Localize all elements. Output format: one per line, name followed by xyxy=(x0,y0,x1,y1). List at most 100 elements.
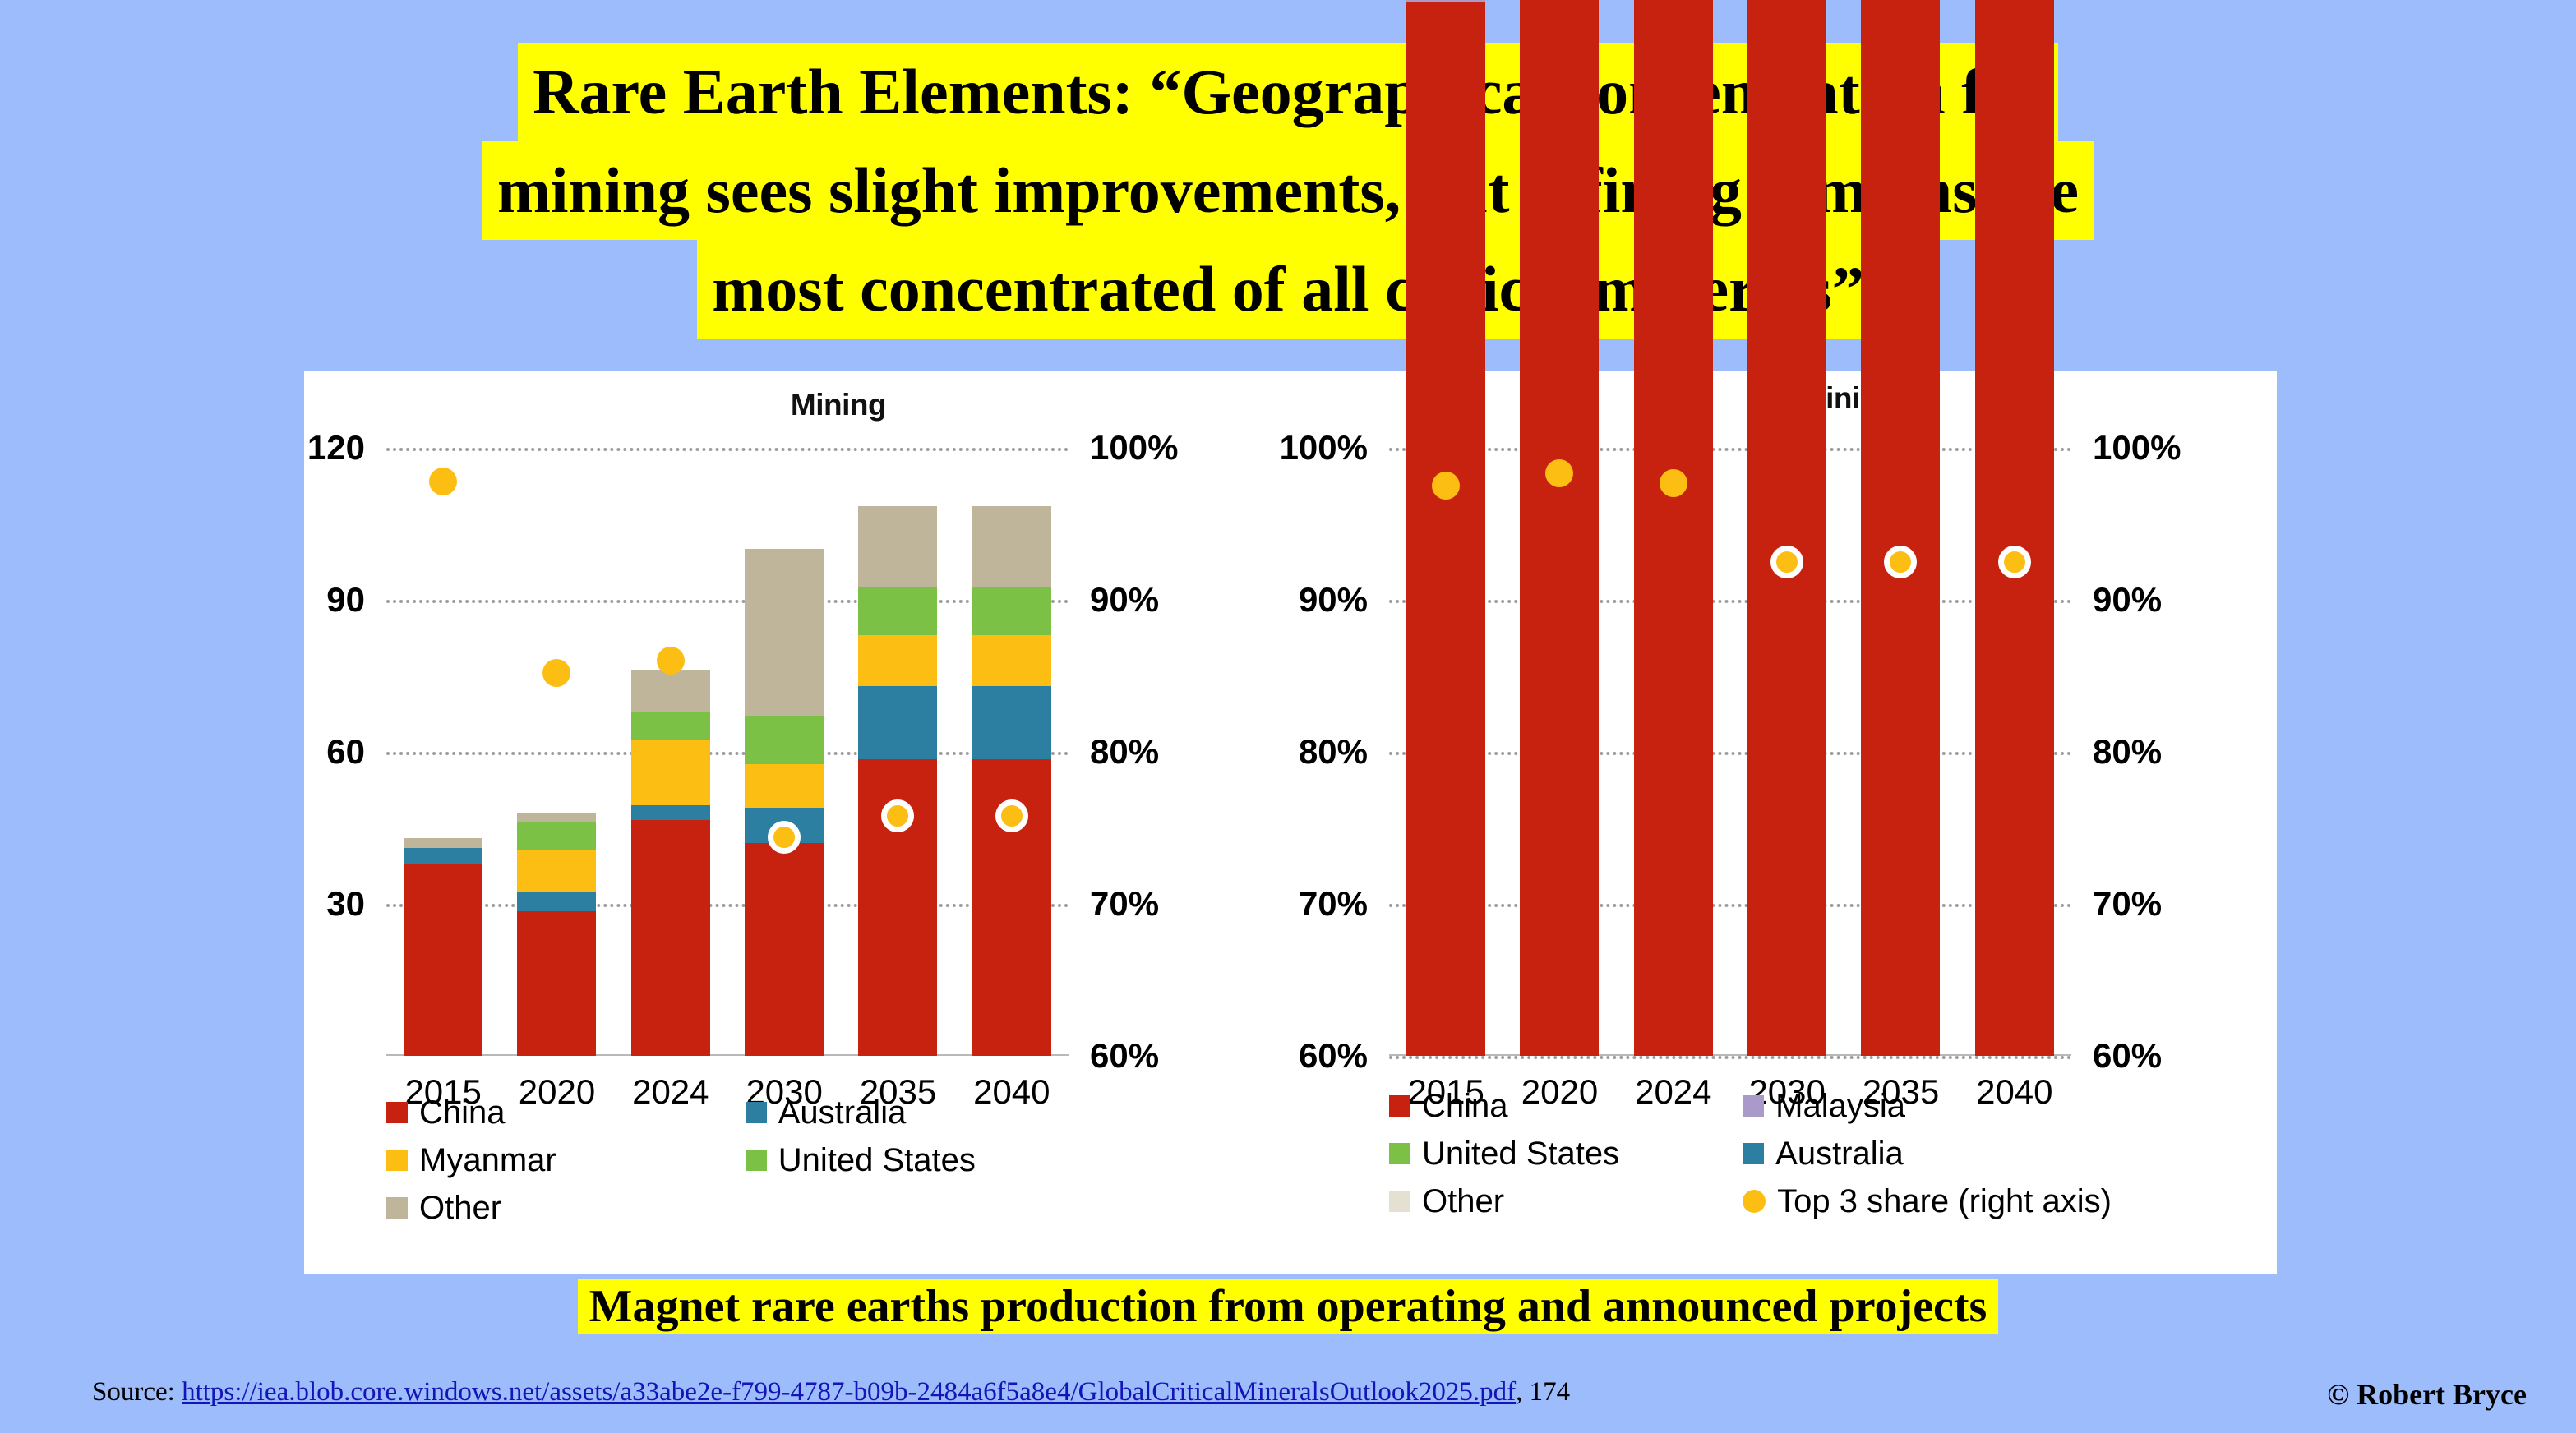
y2-axis-tick-label: 100% xyxy=(2093,428,2181,467)
stacked-bar[interactable] xyxy=(630,448,710,1056)
bar-segment[interactable] xyxy=(517,813,597,823)
stacked-bar[interactable] xyxy=(745,448,824,1056)
stacked-bar[interactable] xyxy=(1974,0,2054,1056)
bar-segment[interactable] xyxy=(858,635,938,686)
legend-item-label: Myanmar xyxy=(419,1141,556,1178)
top3-share-dot[interactable] xyxy=(1432,472,1461,500)
bar-group[interactable]: 2024 xyxy=(614,448,727,1111)
bar-segment[interactable] xyxy=(745,549,824,716)
bar-segment[interactable] xyxy=(1861,0,1941,1056)
legend-dot-icon xyxy=(1743,1190,1766,1213)
bar-segment[interactable] xyxy=(1747,0,1827,1056)
bar-segment[interactable] xyxy=(630,820,710,1056)
legend-item[interactable]: United States xyxy=(745,1142,976,1178)
bar-segment[interactable] xyxy=(404,863,483,1056)
top3-share-dot[interactable] xyxy=(429,467,458,495)
bar-segment[interactable] xyxy=(1406,0,1486,2)
x-axis-tick-label: 2015 xyxy=(1407,1072,1484,1111)
stacked-bar[interactable] xyxy=(1520,0,1600,1056)
legend-item-label: Malaysia xyxy=(1775,1087,1905,1124)
bar-segment[interactable] xyxy=(404,837,483,849)
bar-group[interactable]: 2015 xyxy=(386,448,500,1111)
bar-group[interactable]: 2020 xyxy=(500,448,613,1111)
legend-item[interactable]: Other xyxy=(1389,1183,1619,1219)
bar-segment[interactable] xyxy=(972,635,1051,686)
legend-item[interactable]: Australia xyxy=(1743,1136,2112,1172)
bar-segment[interactable] xyxy=(858,505,938,587)
bar-segment[interactable] xyxy=(630,739,710,805)
gridline xyxy=(1389,600,2071,603)
legend-item[interactable]: Top 3 share (right axis) xyxy=(1743,1183,2112,1219)
y2-axis-tick-label: 70% xyxy=(1090,884,1160,923)
stacked-bar[interactable] xyxy=(972,448,1051,1056)
bar-segment[interactable] xyxy=(1974,0,2054,1056)
bar-group[interactable]: 2030 xyxy=(1730,0,1844,1111)
bar-segment[interactable] xyxy=(972,685,1051,760)
stacked-bar[interactable] xyxy=(517,448,597,1056)
gridline xyxy=(386,448,1069,451)
stacked-bar[interactable] xyxy=(858,448,938,1056)
x-axis-tick-label: 2020 xyxy=(1521,1072,1599,1111)
bar-segment[interactable] xyxy=(1520,0,1600,1056)
bar-segment[interactable] xyxy=(745,843,824,1056)
legend-item[interactable]: China xyxy=(386,1094,556,1131)
bar-segment[interactable] xyxy=(858,587,938,636)
top3-share-dot[interactable] xyxy=(768,820,801,854)
stacked-bar[interactable] xyxy=(1633,0,1713,1056)
bar-group[interactable]: 2035 xyxy=(841,448,954,1111)
bar-segment[interactable] xyxy=(745,716,824,765)
top3-share-dot[interactable] xyxy=(542,658,571,687)
bar-group[interactable]: 2024 xyxy=(1617,0,1730,1111)
x-axis-tick-label: 2024 xyxy=(632,1072,709,1111)
bar-segment[interactable] xyxy=(972,505,1051,587)
top3-share-dot[interactable] xyxy=(995,799,1028,832)
legend-swatch-icon xyxy=(1389,1191,1410,1212)
x-axis-line xyxy=(386,1054,1069,1056)
bar-segment[interactable] xyxy=(745,764,824,808)
bar-group[interactable]: 2030 xyxy=(727,448,841,1111)
legend-item[interactable]: China xyxy=(1389,1088,1619,1124)
top3-share-dot[interactable] xyxy=(1997,545,2031,578)
stacked-bar[interactable] xyxy=(1747,0,1827,1056)
legend-item[interactable]: Other xyxy=(386,1190,556,1226)
legend-item-label: Australia xyxy=(1775,1135,1904,1172)
x-axis-line xyxy=(1389,1054,2071,1056)
bar-segment[interactable] xyxy=(1406,2,1486,1056)
stacked-bar[interactable] xyxy=(1861,0,1941,1056)
y2-axis-tick-label: 90% xyxy=(2093,580,2163,619)
bar-segment[interactable] xyxy=(1633,0,1713,1056)
legend-item[interactable]: Myanmar xyxy=(386,1142,556,1178)
legend-item[interactable]: Australia xyxy=(745,1094,976,1131)
bar-segment[interactable] xyxy=(630,670,710,712)
top3-share-dot[interactable] xyxy=(1659,468,1687,497)
bar-segment[interactable] xyxy=(517,822,597,851)
bar-segment[interactable] xyxy=(517,850,597,892)
bar-segment[interactable] xyxy=(858,685,938,760)
bar-group[interactable]: 2040 xyxy=(1958,0,2071,1111)
bar-segment[interactable] xyxy=(630,711,710,740)
stacked-bar[interactable] xyxy=(404,448,483,1056)
top3-share-dot[interactable] xyxy=(1545,459,1574,488)
bar-segment[interactable] xyxy=(517,891,597,912)
bar-group[interactable]: 2015 xyxy=(1389,0,1503,1111)
source-url-link[interactable]: https://iea.blob.core.windows.net/assets… xyxy=(182,1377,1517,1407)
x-axis-tick-label: 2015 xyxy=(404,1072,482,1111)
legend-item[interactable]: Malaysia xyxy=(1743,1088,2112,1124)
top3-share-dot[interactable] xyxy=(881,799,915,832)
legend-item-label: Australia xyxy=(778,1094,907,1131)
bar-group[interactable]: 2040 xyxy=(955,448,1069,1111)
top3-share-dot[interactable] xyxy=(1770,545,1804,578)
bar-group[interactable]: 2035 xyxy=(1844,0,1957,1111)
bar-segment[interactable] xyxy=(404,848,483,864)
y-axis-tick-label: 90 xyxy=(326,580,365,619)
legend-item[interactable]: United States xyxy=(1389,1136,1619,1172)
top3-share-dot[interactable] xyxy=(1884,545,1918,578)
mining-legend: China Myanmar Other Australia United States xyxy=(386,1094,1258,1237)
bar-segment[interactable] xyxy=(972,587,1051,636)
legend-item-label: Other xyxy=(419,1189,502,1226)
bar-group[interactable]: 2020 xyxy=(1503,0,1616,1111)
stacked-bar[interactable] xyxy=(1406,0,1486,1056)
bar-segment[interactable] xyxy=(630,804,710,821)
bar-segment[interactable] xyxy=(517,911,597,1056)
top3-share-dot[interactable] xyxy=(656,647,685,675)
